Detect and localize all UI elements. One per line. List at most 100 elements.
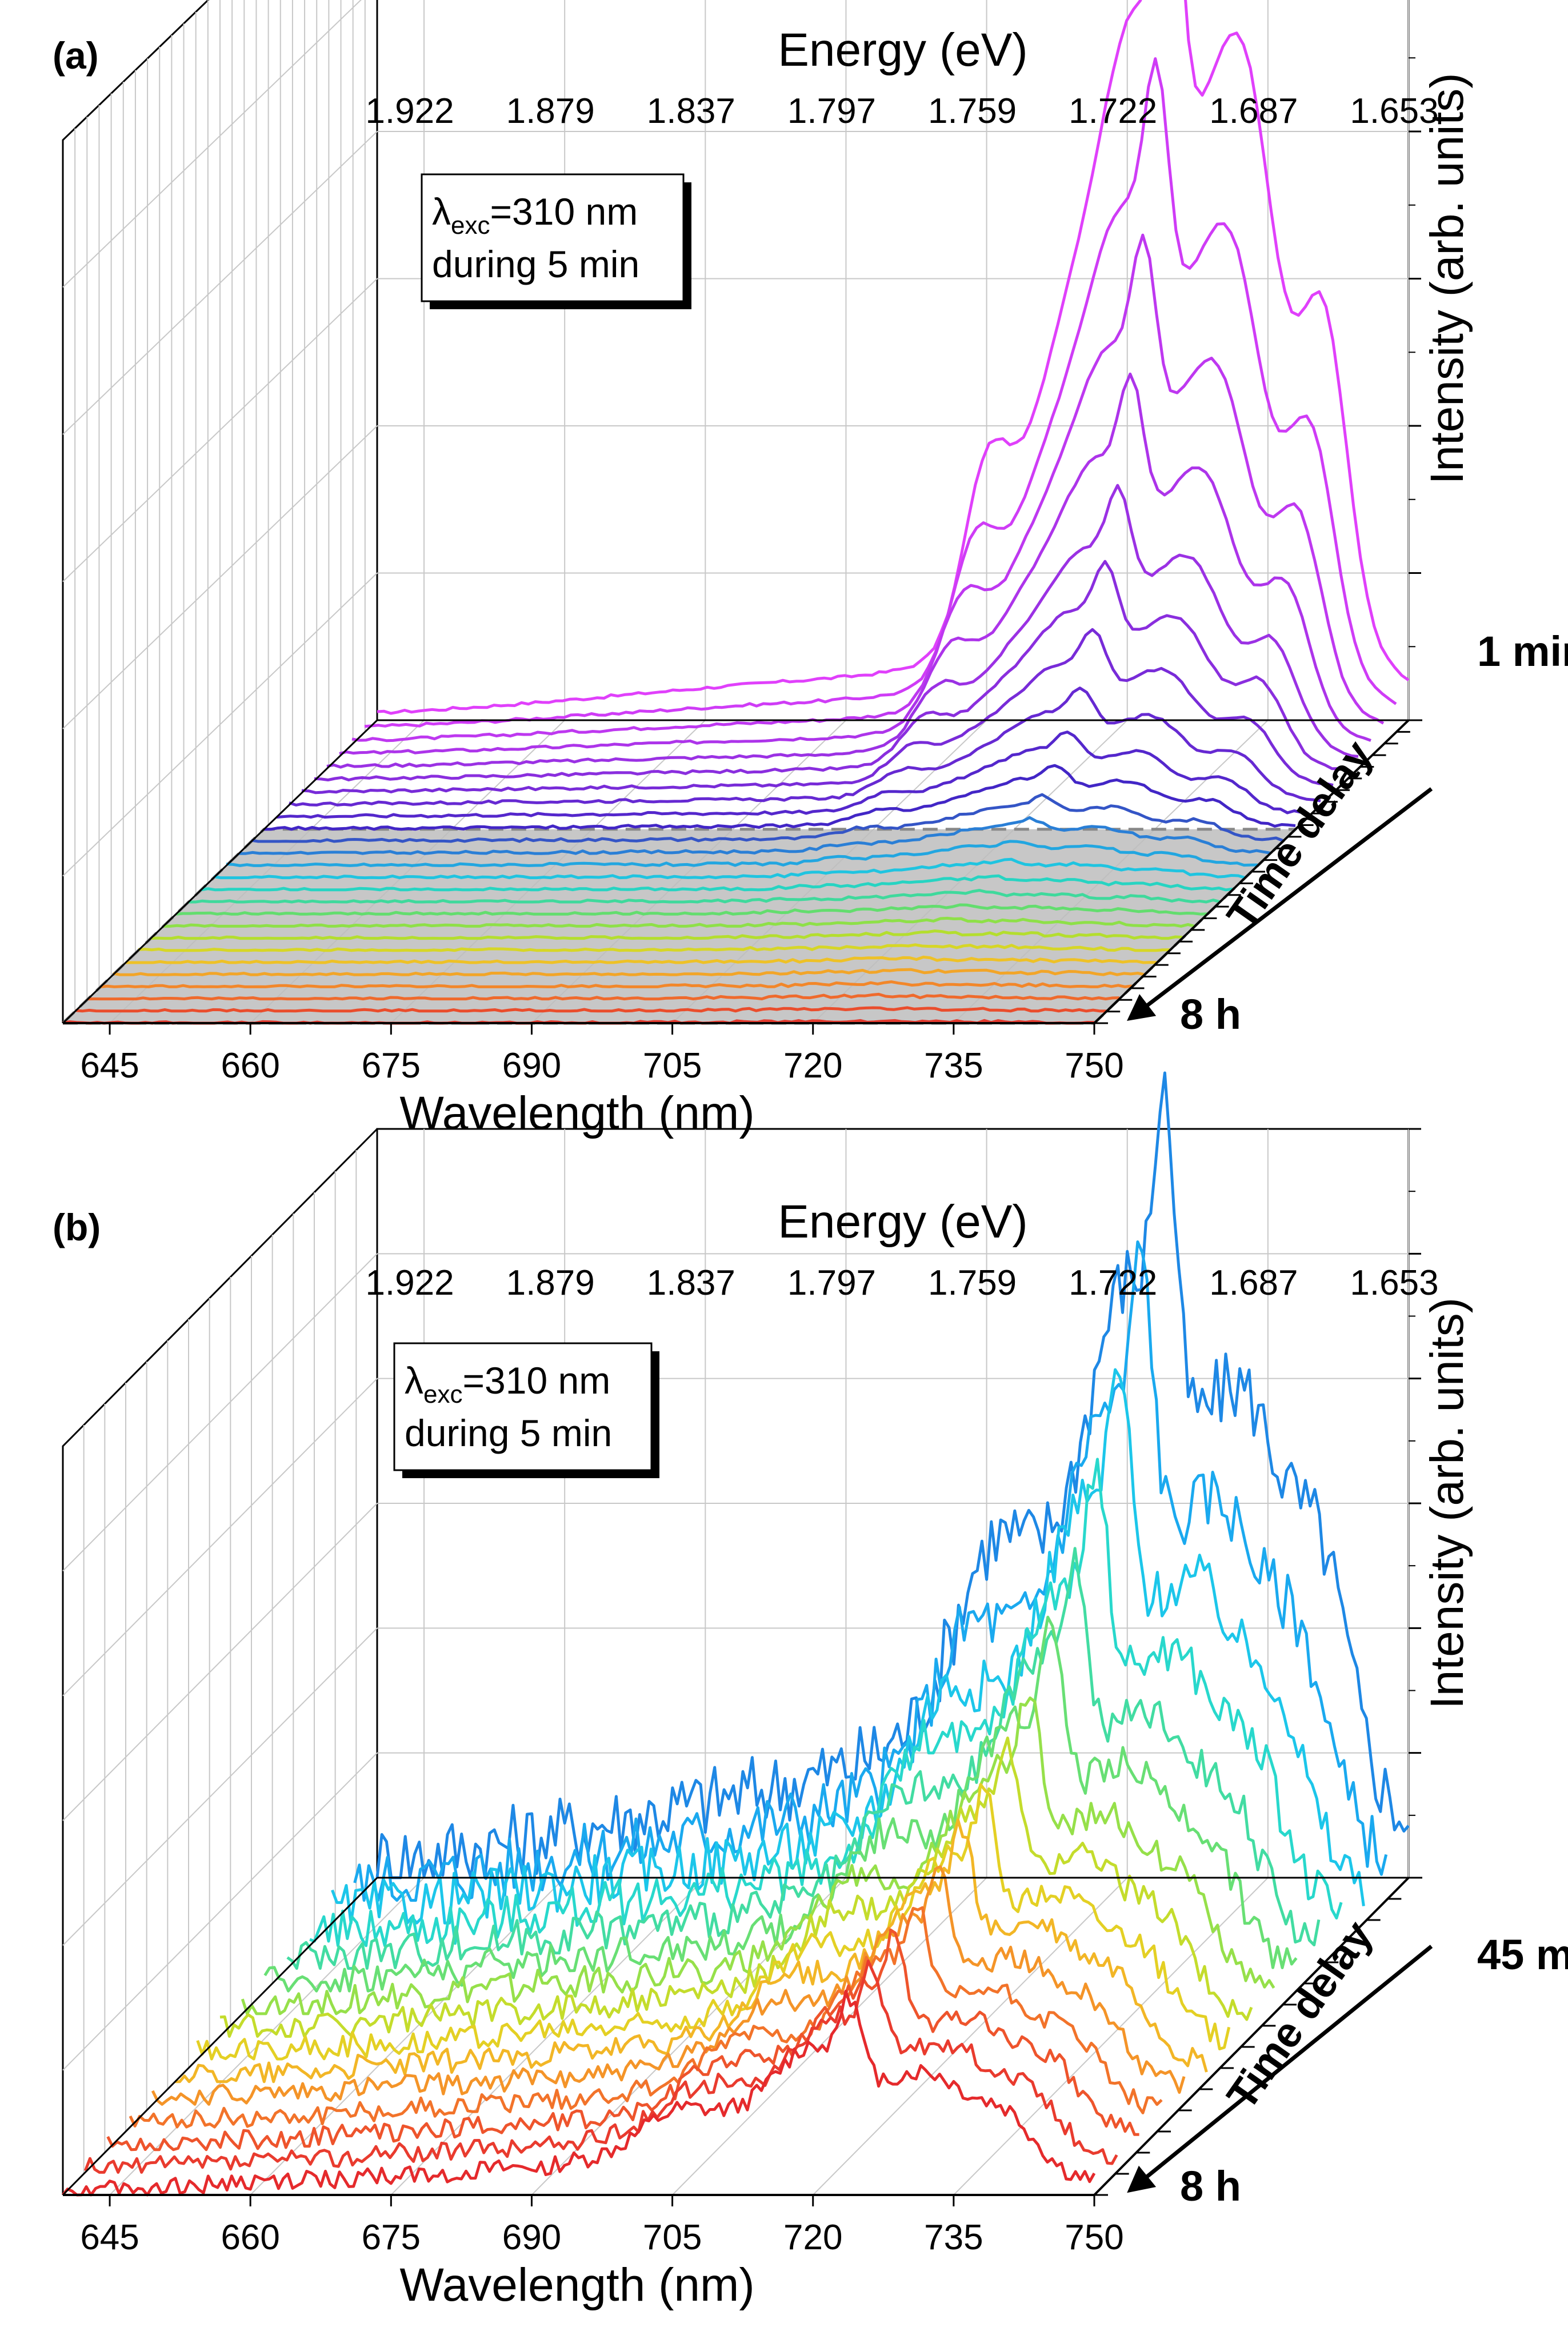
floor-left-edge	[62, 1877, 378, 2196]
top-tick-label: 1.922	[365, 91, 454, 131]
annotation-line-1: λexc=310 nm	[405, 1359, 610, 1408]
series-line-24	[87, 992, 1120, 1001]
top-tick-label: 1.759	[928, 91, 1017, 131]
top-tick-label: 1.837	[647, 1263, 735, 1303]
series-line-13	[226, 840, 1258, 867]
series-line-17	[175, 903, 1208, 916]
grid-line	[62, 1627, 378, 1946]
series-line-12	[239, 816, 1271, 855]
series-line-2	[364, 57, 1397, 728]
x-tick-label: 675	[362, 2218, 421, 2257]
grid-line	[62, 572, 378, 877]
grid-line	[62, 1253, 378, 1572]
series-line-4	[309, 1458, 1343, 1947]
top-tick-label: 1.687	[1209, 91, 1298, 131]
series-line-6	[314, 560, 1346, 781]
left-wall	[62, 0, 378, 1023]
annotation-wavelength: =310 nm	[462, 1359, 610, 1402]
annotation-line-2: during 5 min	[432, 243, 639, 285]
series-line-7	[241, 1696, 1275, 2015]
depth-start-label: 45 min	[1477, 1931, 1568, 1978]
x-axis-title: Wavelength (nm)	[399, 2259, 754, 2311]
floor	[59, 720, 1409, 1025]
floor-left-edge	[62, 719, 378, 1024]
series-line-11	[151, 1865, 1186, 2106]
series-line-8	[219, 1737, 1253, 2038]
grid-line	[953, 1877, 1269, 2196]
grid-line	[813, 1877, 1128, 2196]
x-tick-label: 735	[924, 1046, 983, 1085]
series-line-8	[289, 686, 1321, 807]
depth-end-label: 8 h	[1180, 2162, 1241, 2210]
top-axis: 1.922 1.879 1.837 1.797 1.759 1.722 1.687 1.653…	[365, 24, 1438, 131]
grid-line	[62, 0, 362, 288]
annotation-frame	[393, 1342, 653, 1471]
x-tick-label: 720	[783, 2218, 842, 2257]
series-line-19	[150, 929, 1183, 940]
top-tick-label: 1.653	[1350, 91, 1438, 131]
x-tick-label: 660	[221, 2218, 279, 2257]
front-axes: 645 660 675 690 705 720 735 750 Wavelength (nm)	[62, 719, 1422, 1139]
time-delay-arrow	[1130, 1945, 1433, 2191]
x-tick-label: 720	[783, 1046, 842, 1085]
arrow-head	[1127, 994, 1157, 1021]
time-delay-arrow	[1130, 787, 1433, 1019]
series-line-6	[263, 1615, 1298, 1993]
x-tick-label: 690	[502, 1046, 561, 1085]
grid-line	[62, 1752, 378, 2071]
depth-start-label: 1 min	[1477, 628, 1568, 675]
series-line-14	[213, 857, 1246, 880]
series-line-9	[196, 1783, 1231, 2061]
top-axis-title: Energy (eV)	[778, 24, 1028, 76]
series-line-3	[351, 233, 1385, 743]
panel-label: (b)	[53, 1206, 101, 1248]
series-line-4	[339, 372, 1371, 755]
series-line-15	[62, 1989, 1096, 2197]
top-tick-label: 1.687	[1209, 1263, 1298, 1303]
annotation-wavelength: =310 nm	[490, 190, 638, 233]
panel-b: 645 660 675 690 705 720 735 750 Wavelength (nm) 1…	[53, 1071, 1568, 2311]
top-tick-label: 1.653	[1350, 1263, 1438, 1303]
series-line-9	[276, 731, 1309, 819]
top-tick-label: 1.759	[928, 1263, 1017, 1303]
series-line-15	[201, 874, 1233, 892]
series-line-13	[106, 1929, 1139, 2152]
top-tick-label: 1.797	[787, 1263, 876, 1303]
x-tick-label: 645	[80, 2218, 139, 2257]
z-axis-title: Intensity (arb. units)	[1421, 73, 1473, 484]
grid-line	[62, 1503, 378, 1821]
grid-line	[62, 131, 378, 435]
top-tick-label: 1.797	[787, 91, 876, 131]
panel-a: 645 660 675 690 705 720 735 750 Wavelength (nm) 1…	[53, 0, 1568, 1139]
series-group	[62, 1071, 1410, 2197]
x-tick-label: 690	[502, 2218, 561, 2257]
series-line-5	[326, 484, 1359, 769]
annotation-line-2: during 5 min	[405, 1412, 612, 1454]
annotation-frame	[421, 173, 685, 302]
top-tick-label: 1.922	[365, 1263, 454, 1303]
series-line-7	[301, 628, 1334, 795]
series-line-5	[286, 1547, 1321, 1970]
grid-line	[671, 1877, 987, 2196]
x-tick-label: 750	[1065, 1046, 1123, 1085]
top-tick-label: 1.837	[647, 91, 735, 131]
annotation-symbol: λ	[405, 1359, 423, 1402]
x-tick-label: 660	[221, 1046, 279, 1085]
top-axis: 1.922 1.879 1.837 1.797 1.759 1.722 1.687 1.653…	[365, 1196, 1438, 1303]
grid-line	[62, 425, 378, 729]
series-line-21	[126, 955, 1158, 964]
top-tick-label: 1.879	[506, 91, 595, 131]
annotation-symbol: λ	[432, 190, 451, 233]
series-group	[62, 0, 1410, 1025]
series-line-12	[129, 1906, 1163, 2129]
z-axis-title: Intensity (arb. units)	[1421, 1298, 1473, 1709]
top-axis-title: Energy (eV)	[778, 1196, 1028, 1248]
series-line-2	[353, 1240, 1388, 1902]
x-tick-label: 735	[924, 2218, 983, 2257]
series-line-22	[113, 968, 1145, 976]
x-tick-label: 705	[643, 1046, 702, 1085]
grid-line	[62, 1378, 378, 1697]
